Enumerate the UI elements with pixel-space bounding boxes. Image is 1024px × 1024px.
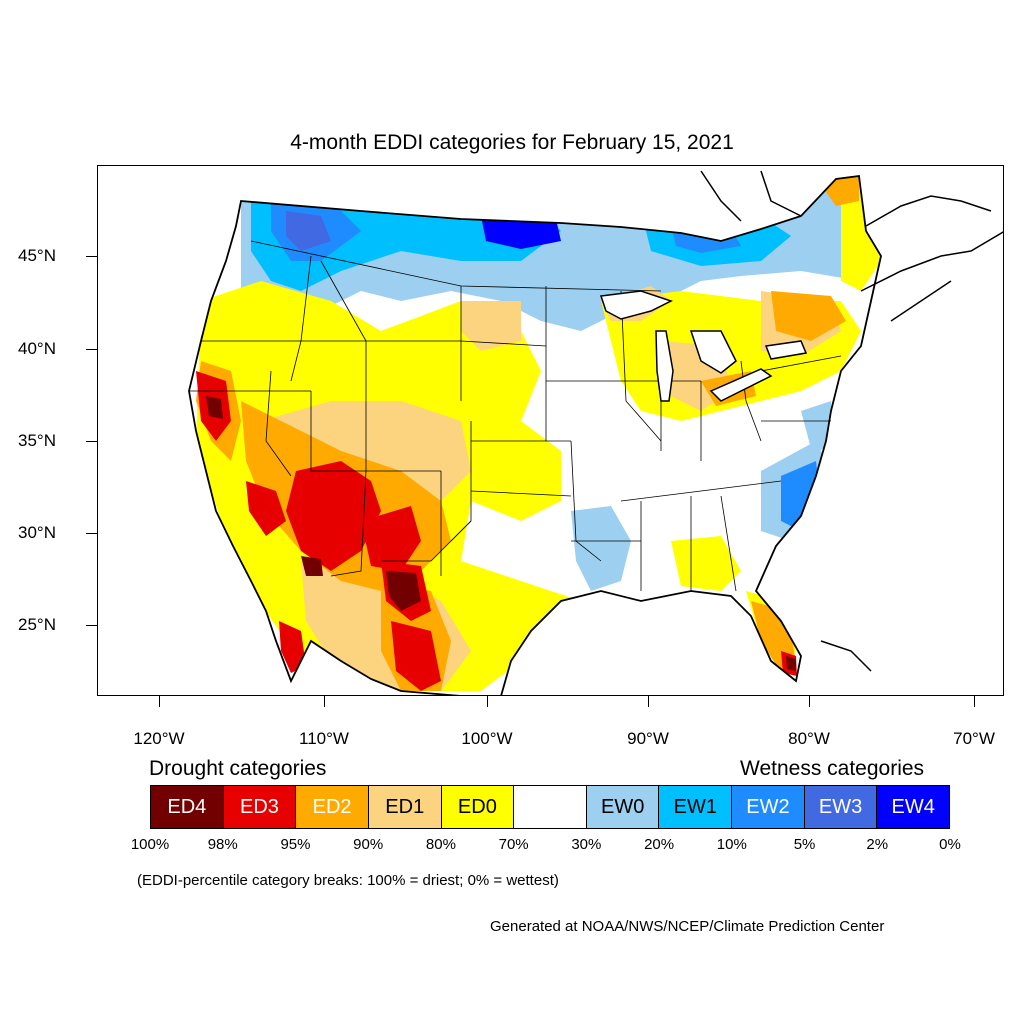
lat-label-45: 45°N: [18, 246, 56, 265]
lat-label-25: 25°N: [18, 615, 56, 634]
percentile-break-label: 70%: [498, 836, 529, 853]
percentile-break-label: 30%: [571, 836, 602, 853]
lon-label-90w: 90°W: [627, 729, 669, 748]
legend-box-neutral: [514, 786, 587, 828]
lon-label-100w: 100°W: [461, 729, 513, 748]
percentile-break-label: 100%: [130, 836, 170, 853]
legend-box-ed4: ED4: [151, 786, 224, 828]
lat-tick: [86, 533, 97, 534]
lon-label-80w: 80°W: [788, 729, 830, 748]
legend-box-ew1: EW1: [659, 786, 733, 828]
legend-box-ed1: ED1: [368, 786, 442, 828]
legend-color-bar: ED4 ED3 ED2 ED1 ED0 EW0 EW1 EW2 EW3 EW4: [150, 785, 950, 829]
lon-tick: [487, 696, 488, 707]
lat-label-35: 35°N: [18, 431, 56, 450]
lon-tick: [809, 696, 810, 707]
percentile-break-label: 2%: [866, 836, 889, 853]
lat-tick: [86, 625, 97, 626]
lat-tick: [86, 256, 97, 257]
percentile-break-label: 95%: [280, 836, 311, 853]
legend-box-ed3: ED3: [223, 786, 297, 828]
lat-tick: [86, 441, 97, 442]
credit-text: Generated at NOAA/NWS/NCEP/Climate Predi…: [490, 918, 885, 935]
lat-label-30: 30°N: [18, 523, 56, 542]
eddi-map: [97, 165, 1004, 696]
percentile-break-label: 0%: [939, 836, 961, 853]
percentile-break-label: 90%: [353, 836, 384, 853]
lon-tick: [324, 696, 325, 707]
lon-tick: [159, 696, 160, 707]
wetness-heading: Wetness categories: [740, 757, 925, 780]
legend-box-ew4: EW4: [877, 786, 950, 828]
lon-tick: [648, 696, 649, 707]
legend-box-ed0: ED0: [441, 786, 515, 828]
category-note: (EDDI-percentile category breaks: 100% =…: [137, 872, 559, 889]
lat-label-40: 40°N: [18, 339, 56, 358]
percentile-break-label: 98%: [207, 836, 238, 853]
legend-box-ed2: ED2: [296, 786, 369, 828]
drought-heading: Drought categories: [149, 757, 327, 780]
lon-label-120w: 120°W: [133, 729, 185, 748]
legend-box-ew2: EW2: [732, 786, 805, 828]
legend-box-ew3: EW3: [804, 786, 878, 828]
percentile-break-label: 80%: [425, 836, 456, 853]
percentile-break-label: 5%: [793, 836, 816, 853]
lat-tick: [86, 349, 97, 350]
lon-label-110w: 110°W: [299, 729, 349, 748]
lon-tick: [974, 696, 975, 707]
map-title: 4-month EDDI categories for February 15,…: [290, 131, 734, 154]
percentile-break-label: 10%: [716, 836, 747, 853]
percentile-break-label: 20%: [644, 836, 675, 853]
lon-label-70w: 70°W: [953, 729, 995, 748]
legend-box-ew0: EW0: [586, 786, 660, 828]
